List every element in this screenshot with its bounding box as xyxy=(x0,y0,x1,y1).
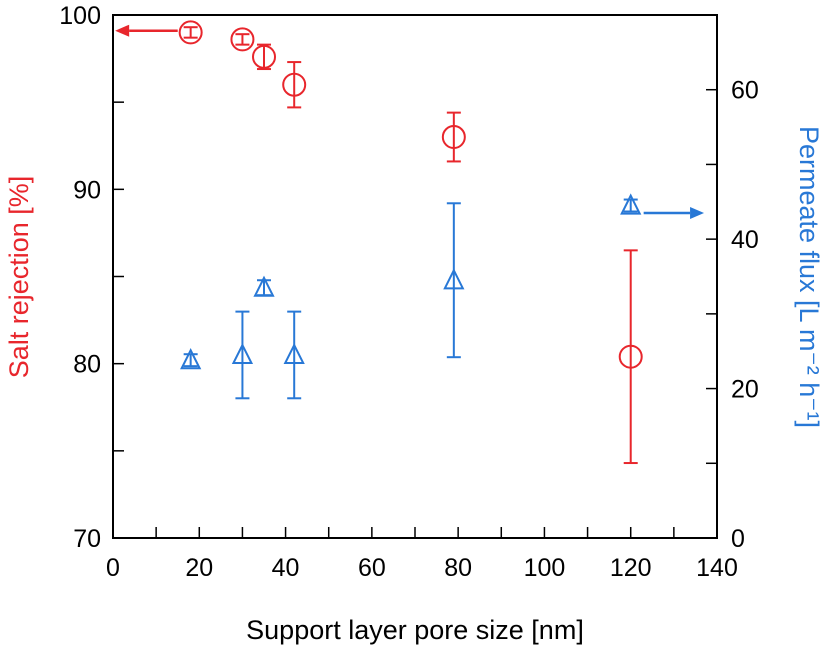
x-tick-label: 100 xyxy=(524,554,566,582)
x-tick-label: 0 xyxy=(106,554,120,582)
left-axis-arrow-head xyxy=(115,24,130,37)
annotations xyxy=(115,24,705,219)
left-y-axis-title: Salt rejection [%] xyxy=(4,176,34,379)
x-tick-label: 140 xyxy=(696,554,738,582)
data-point-triangle xyxy=(180,348,202,370)
axes xyxy=(112,14,718,539)
right-y-tick-label: 60 xyxy=(731,77,759,105)
right-y-axis-title: Permeate flux [L m⁻² h⁻¹] xyxy=(794,126,824,428)
x-tick-label: 60 xyxy=(358,554,386,582)
right-y-tick-label: 0 xyxy=(731,525,745,553)
permeate-flux-series xyxy=(180,193,642,400)
data-point-triangle xyxy=(253,275,275,297)
data-point-circle xyxy=(618,344,643,369)
left-y-tick-label: 70 xyxy=(73,525,101,553)
x-tick-label: 20 xyxy=(185,554,213,582)
x-axis-ticks: 0 20 40 60 80 100 120 140 xyxy=(106,527,738,582)
right-axis-arrow-head xyxy=(690,206,705,219)
x-tick-label: 120 xyxy=(610,554,652,582)
plot-area xyxy=(178,20,643,465)
salt-rejection-series xyxy=(178,20,643,465)
right-y-tick-label: 40 xyxy=(731,226,759,254)
data-point-triangle xyxy=(443,268,465,290)
left-y-tick-label: 80 xyxy=(73,351,101,379)
x-axis-title: Support layer pore size [nm] xyxy=(246,615,584,645)
left-y-tick-label: 100 xyxy=(59,2,101,30)
data-point-circle xyxy=(230,27,255,52)
x-tick-label: 80 xyxy=(444,554,472,582)
data-point-triangle xyxy=(283,342,305,365)
data-point-triangle xyxy=(620,193,642,215)
right-y-axis-ticks: 0 20 40 60 xyxy=(706,14,759,553)
x-tick-label: 40 xyxy=(272,554,300,582)
data-point-circle xyxy=(178,20,203,45)
data-point-circle xyxy=(252,44,276,69)
data-point-circle xyxy=(282,72,307,97)
right-y-tick-label: 20 xyxy=(731,376,759,404)
left-y-axis-ticks: 70 80 90 100 xyxy=(59,2,124,553)
data-point-circle xyxy=(441,125,466,150)
left-y-tick-label: 90 xyxy=(73,176,101,204)
plot-frame xyxy=(112,14,718,539)
data-point-triangle xyxy=(231,342,254,365)
